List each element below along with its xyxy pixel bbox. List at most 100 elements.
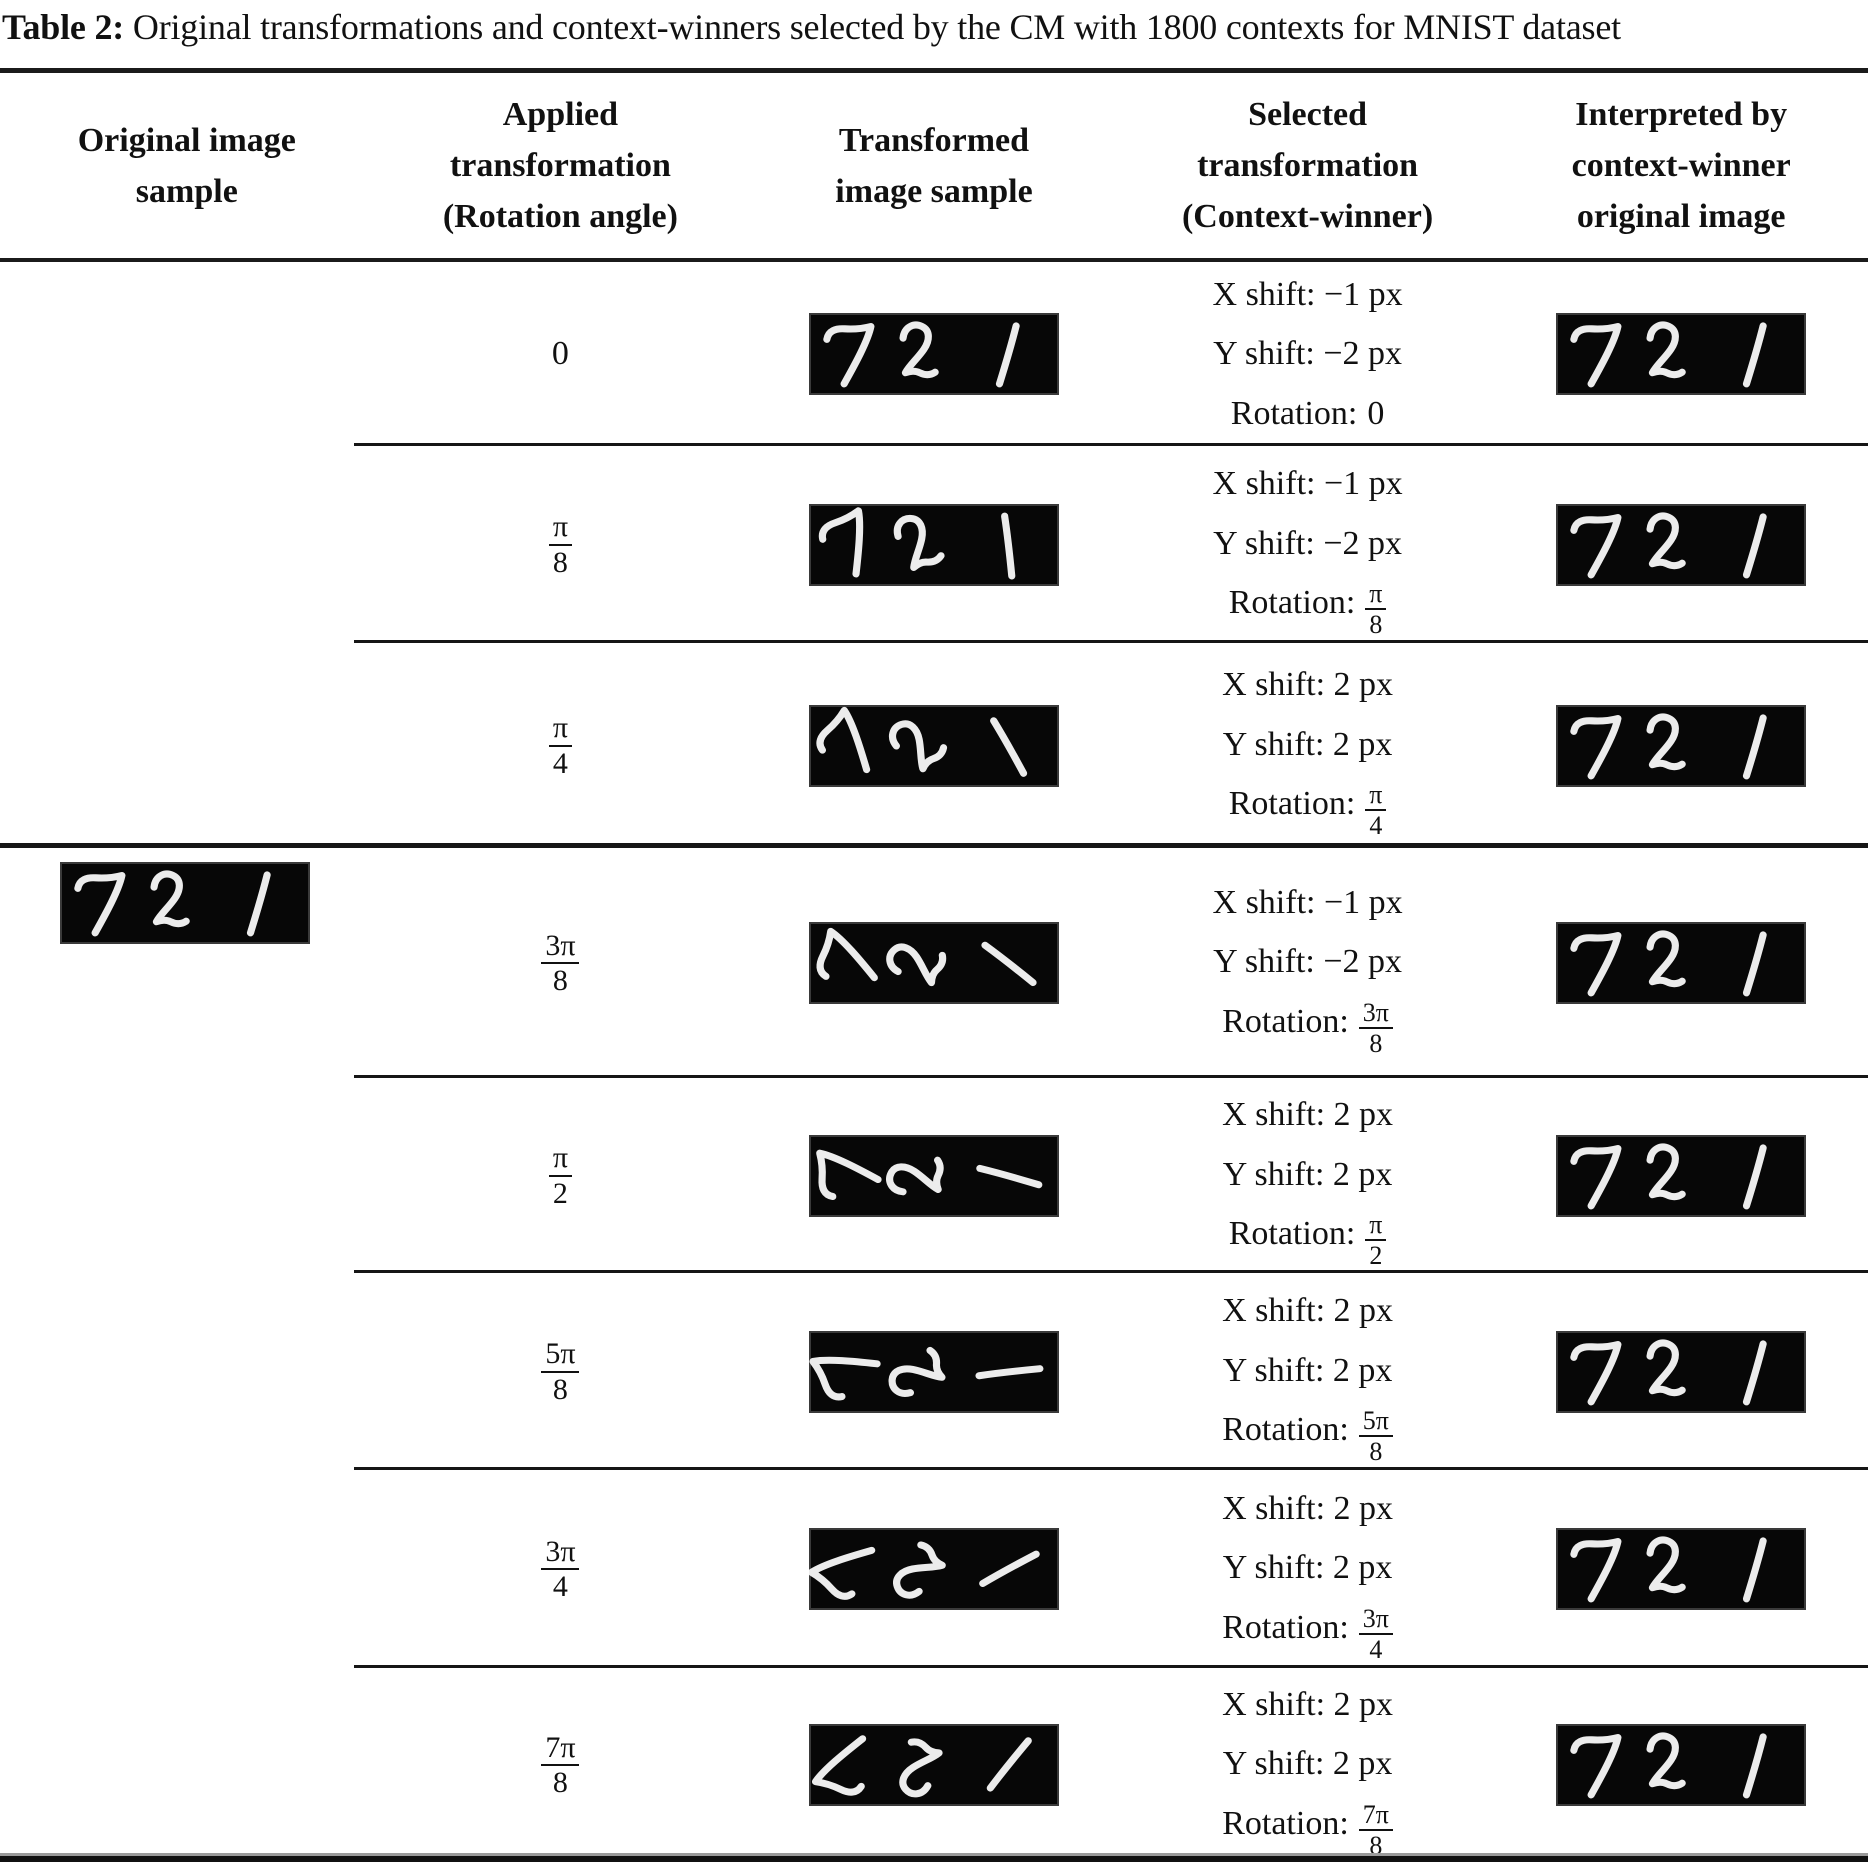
header-selected-transformation: Selected transformation (Context-winner): [1181, 96, 1434, 235]
interpreted-image: [1556, 1724, 1807, 1806]
selected-transformation-cell: X shift: −1 px Y shift: −2 px Rotation: π 8: [1121, 446, 1495, 643]
fraction-numerator: π: [548, 511, 572, 546]
digits-721-glyphs: [808, 1541, 1040, 1600]
interpreted-image-cell: [1494, 1078, 1868, 1273]
y-shift-text: Y shift: −2 px: [1213, 335, 1402, 373]
interpreted-image: [1556, 313, 1807, 395]
original-image-cell: [0, 1668, 374, 1862]
fraction-numerator: 7π: [1358, 1800, 1393, 1831]
digits-721-glyphs: [809, 1346, 1044, 1400]
fraction-denominator: 2: [552, 1176, 568, 1210]
rotation-text: Rotation: 3π 8: [1222, 992, 1393, 1057]
original-image-cell: [0, 1470, 374, 1668]
selected-transformation-cell: X shift: −1 px Y shift: −2 px Rotation: 3π 8: [1121, 848, 1495, 1078]
digits-721-glyphs: [1570, 1732, 1767, 1799]
digits-721-glyphs: [811, 1735, 1032, 1798]
table-row: 3π 4 X shift: 2 px Y shift: 2 px Rotation: 3π…: [0, 1470, 1868, 1668]
digits-721-glyphs: [1570, 1536, 1767, 1603]
interpreted-image-cell: [1494, 643, 1868, 848]
transformed-image-cell: [747, 262, 1121, 446]
x-shift-text: X shift: −1 px: [1212, 465, 1403, 503]
fraction-numerator: 3π: [541, 929, 580, 964]
transformed-image: [808, 704, 1059, 787]
original-image-cell: [0, 1078, 374, 1273]
x-shift-text: X shift: 2 px: [1222, 1292, 1394, 1330]
rotation-label: Rotation:: [1228, 785, 1356, 823]
interpreted-image: [1556, 1528, 1807, 1610]
fraction-denominator: 4: [1369, 1634, 1383, 1664]
digits-721-glyphs: [1570, 713, 1767, 779]
fraction-denominator: 8: [552, 1766, 568, 1799]
transformed-image-cell: [747, 848, 1121, 1078]
rotation-fraction: 5π 8: [1358, 1407, 1393, 1466]
digits-721-glyphs: [74, 870, 271, 937]
interpreted-image: [1556, 1134, 1807, 1217]
interpreted-image: [1556, 704, 1807, 787]
fraction-denominator: 8: [1369, 610, 1383, 640]
header-interpreted-by-context-winner: Interpreted by context-winner original i…: [1571, 96, 1791, 235]
selected-transformation-cell: X shift: 2 px Y shift: 2 px Rotation: 7π 8: [1121, 1668, 1495, 1862]
rotation-fraction: 7π 8: [541, 1731, 580, 1799]
selected-transformation-cell: X shift: 2 px Y shift: 2 px Rotation: 3π 4: [1121, 1470, 1495, 1668]
y-shift-text: Y shift: 2 px: [1222, 1745, 1393, 1783]
interpreted-image: [1556, 1330, 1807, 1413]
rotation-text: Rotation: π 8: [1229, 573, 1387, 639]
transformed-image-cell: [747, 643, 1121, 848]
fraction-numerator: 7π: [541, 1731, 580, 1766]
original-image-cell: [0, 1273, 374, 1470]
rotation-label: Rotation:: [1222, 1411, 1349, 1449]
x-shift-text: X shift: 2 px: [1222, 1489, 1394, 1527]
rotation-value-text: 0: [1367, 394, 1385, 432]
rotation-text: Rotation: 7π 8: [1222, 1794, 1393, 1859]
table-caption-label: Table 2:: [2, 7, 125, 47]
transformed-image: [808, 313, 1059, 395]
digits-721-glyphs: [816, 706, 1028, 777]
rotation-text: Rotation: 5π 8: [1222, 1400, 1393, 1466]
rotation-fraction: 3π 8: [1358, 998, 1393, 1058]
rotation-text: Rotation: 3π 4: [1222, 1598, 1393, 1664]
interpreted-image: [1556, 503, 1807, 586]
results-table: Original image sample Applied transforma…: [0, 68, 1868, 1862]
interpreted-image: [1556, 922, 1807, 1004]
digits-721-glyphs: [1570, 1339, 1767, 1405]
rotation-label: Rotation:: [1228, 1215, 1356, 1253]
rotation-label: Rotation:: [1222, 1002, 1349, 1040]
rotation-fraction: 5π 8: [541, 1338, 580, 1405]
interpreted-image-cell: [1494, 446, 1868, 643]
header-transformed-image-sample: Transformed image sample: [835, 121, 1033, 210]
fraction-numerator: π: [1365, 580, 1387, 611]
interpreted-image-cell: [1494, 1273, 1868, 1470]
transformed-image-cell: [747, 1078, 1121, 1273]
y-shift-text: Y shift: 2 px: [1222, 725, 1393, 763]
table-header-row: Original image sample Applied transforma…: [0, 68, 1868, 262]
interpreted-image-cell: [1494, 1668, 1868, 1862]
fraction-numerator: π: [548, 1142, 572, 1177]
fraction-denominator: 8: [552, 964, 568, 997]
transformed-image: [808, 1724, 1059, 1806]
digits-721-glyphs: [816, 927, 1037, 987]
table-row: 5π 8 X shift: 2 px Y shift: 2 px Rotation: 5π…: [0, 1273, 1868, 1470]
rotation-text: Rotation: π 2: [1228, 1204, 1387, 1271]
y-shift-text: Y shift: 2 px: [1222, 1155, 1393, 1193]
fraction-denominator: 8: [1369, 1028, 1383, 1058]
y-shift-text: Y shift: 2 px: [1222, 1549, 1393, 1587]
fraction-numerator: 3π: [1358, 1604, 1393, 1635]
fraction-numerator: 3π: [1358, 998, 1393, 1029]
digits-721-glyphs: [823, 321, 1020, 388]
x-shift-text: X shift: −1 px: [1212, 275, 1403, 313]
digits-721-glyphs: [1570, 1143, 1767, 1209]
original-image: [60, 862, 310, 944]
selected-transformation-cell: X shift: −1 px Y shift: −2 px Rotation: 0: [1121, 262, 1495, 446]
fraction-denominator: 2: [1369, 1241, 1383, 1271]
